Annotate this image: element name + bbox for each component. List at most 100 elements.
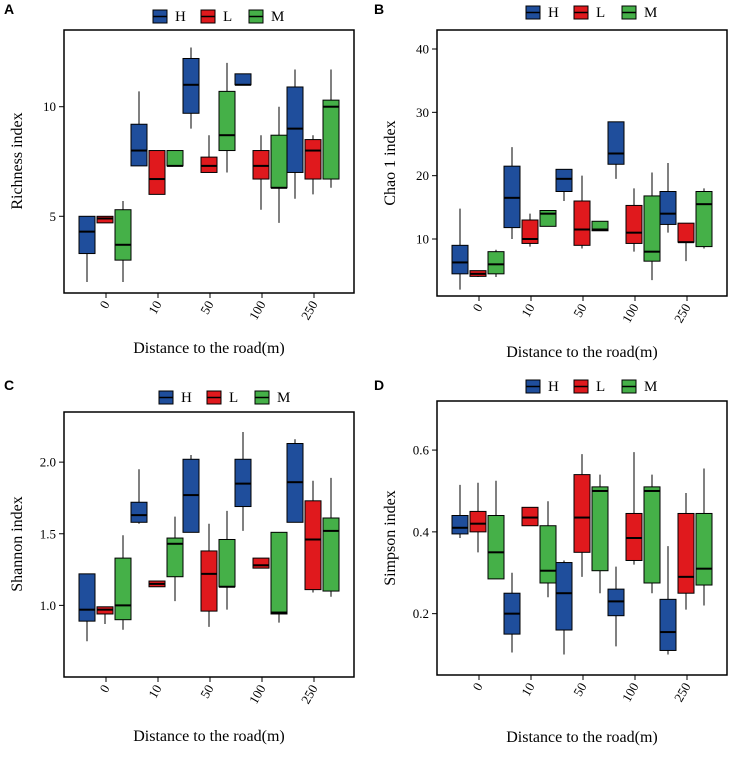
- box-body: [78, 215, 96, 255]
- box-c-h-10: [130, 469, 148, 524]
- legend-label-a-m: M: [271, 9, 284, 25]
- box-body: [304, 139, 322, 180]
- box-body: [252, 150, 270, 180]
- box-body: [591, 220, 609, 232]
- y-tick-label-c: 1.5: [40, 526, 56, 541]
- box-body: [218, 538, 236, 588]
- box-b-m-250: [695, 188, 713, 249]
- y-tick-label-d: 0.6: [413, 443, 430, 458]
- box-body: [677, 512, 695, 594]
- box-body: [521, 506, 539, 527]
- x-tick-label-d: 50: [570, 680, 589, 699]
- y-tick-label-b: 20: [416, 168, 429, 183]
- box-body: [304, 500, 322, 591]
- box-body: [555, 562, 573, 631]
- box-body: [591, 486, 609, 572]
- box-a-l-50: [200, 135, 218, 173]
- y-axis-title-c: Shannon index: [9, 496, 26, 592]
- box-body: [625, 204, 643, 244]
- box-body: [487, 515, 505, 580]
- box-body: [643, 195, 661, 262]
- box-marks-b: [451, 121, 713, 290]
- x-tick-label-d: 100: [619, 680, 642, 704]
- x-tick-label-c: 10: [145, 682, 164, 701]
- box-body: [607, 121, 625, 165]
- legend-label-d-l: L: [596, 379, 605, 395]
- x-tick-label-a: 10: [145, 298, 164, 317]
- box-body: [148, 150, 166, 195]
- y-axis-c: 1.0 1.5 2.0: [40, 455, 64, 613]
- box-b-l-50: [573, 175, 591, 249]
- box-b-h-100: [607, 121, 625, 179]
- x-tick-label-c: 100: [246, 682, 269, 706]
- legend-label-b-m: M: [644, 5, 657, 21]
- x-axis-a: 0 10 50 100 250: [96, 293, 321, 322]
- panel-c: C H L M 1.0 1.5 2.0 0 10 50 100 250 Distance to …: [4, 377, 355, 745]
- y-tick-label-b: 30: [416, 105, 429, 120]
- y-tick-label-b: 10: [416, 232, 429, 247]
- box-body: [182, 57, 200, 114]
- box-c-m-50: [218, 510, 236, 610]
- box-b-h-50: [555, 168, 573, 201]
- legend-label-c-l: L: [229, 390, 238, 406]
- box-d-l-0: [469, 482, 487, 553]
- box-body: [286, 86, 304, 173]
- box-body: [539, 525, 557, 584]
- box-b-l-10: [521, 213, 539, 247]
- box-b-l-250: [677, 222, 695, 262]
- box-a-h-10: [130, 91, 148, 167]
- legend-label-b-h: H: [548, 5, 559, 21]
- x-tick-label-c: 0: [96, 682, 112, 695]
- x-axis-title-b: Distance to the road(m): [506, 344, 658, 361]
- box-b-h-10: [503, 147, 521, 239]
- plot-frame-b: [436, 29, 728, 297]
- box-c-m-10: [166, 516, 184, 602]
- x-tick-label-a: 250: [298, 298, 321, 322]
- box-body: [130, 501, 148, 523]
- box-a-h-0: [78, 215, 96, 283]
- box-a-h-250: [286, 69, 304, 199]
- box-body: [469, 510, 487, 533]
- legend-label-d-m: M: [644, 379, 657, 395]
- x-tick-label-b: 0: [469, 301, 485, 314]
- box-body: [252, 557, 270, 569]
- x-tick-label-c: 250: [298, 682, 321, 706]
- box-b-h-250: [659, 163, 677, 233]
- box-d-l-50: [573, 454, 591, 577]
- x-axis-title-a: Distance to the road(m): [133, 340, 285, 357]
- box-d-m-50: [591, 474, 609, 594]
- box-c-l-100: [252, 557, 270, 569]
- box-body: [659, 191, 677, 225]
- y-tick-label-b: 40: [416, 42, 429, 57]
- panel-d: D H L M 0.2 0.4 0.6 0 10 50 100 250 Distance to …: [374, 377, 728, 746]
- box-d-l-250: [677, 493, 695, 610]
- box-body: [677, 222, 695, 243]
- box-a-h-50: [182, 47, 200, 129]
- box-c-l-250: [304, 480, 322, 593]
- box-d-h-50: [555, 560, 573, 655]
- box-body: [322, 517, 340, 592]
- panel-label-d: D: [374, 377, 384, 393]
- box-c-h-0: [78, 573, 96, 642]
- box-c-l-10: [148, 580, 166, 588]
- box-b-l-100: [625, 188, 643, 252]
- box-d-h-100: [607, 566, 625, 647]
- x-tick-label-b: 100: [619, 301, 642, 325]
- box-body: [270, 134, 288, 189]
- box-a-m-100: [270, 106, 288, 223]
- legend-label-c-h: H: [181, 390, 192, 406]
- box-body: [234, 73, 252, 86]
- x-tick-label-a: 0: [96, 298, 112, 311]
- y-axis-title-a: Richness index: [9, 112, 26, 209]
- box-body: [695, 512, 713, 586]
- panel-a: A H L M 5 10 0 10 50 100 250 Distance to the ro…: [4, 1, 355, 357]
- box-body: [166, 150, 184, 167]
- box-body: [78, 573, 96, 622]
- x-tick-label-b: 250: [671, 301, 694, 325]
- legend-label-c-m: M: [277, 390, 290, 406]
- box-b-m-50: [591, 220, 609, 232]
- box-c-l-0: [96, 606, 114, 624]
- box-b-l-0: [469, 270, 487, 277]
